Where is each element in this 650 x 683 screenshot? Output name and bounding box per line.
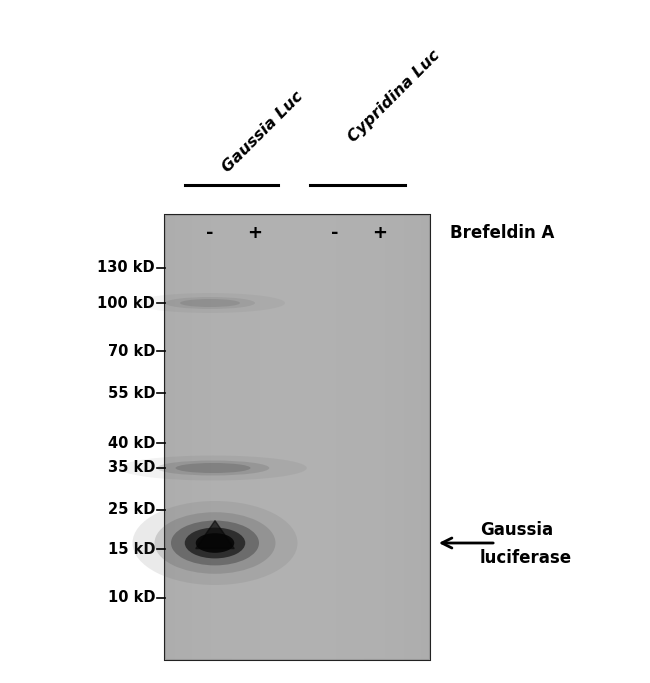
Text: 55 kD: 55 kD [107,385,155,400]
Polygon shape [196,520,234,548]
Ellipse shape [165,297,255,309]
Text: Gaussia: Gaussia [480,521,553,539]
Text: 15 kD: 15 kD [107,542,155,557]
Text: 70 kD: 70 kD [108,344,155,359]
Text: Gaussia Luc: Gaussia Luc [220,89,306,175]
Text: 35 kD: 35 kD [108,460,155,475]
Text: -: - [332,224,339,242]
Text: +: + [248,224,263,242]
Text: 25 kD: 25 kD [108,503,155,518]
Ellipse shape [185,527,245,559]
Text: 130 kD: 130 kD [98,260,155,275]
Ellipse shape [176,463,250,473]
Text: Cypridina Luc: Cypridina Luc [345,48,443,145]
Ellipse shape [133,501,298,585]
Ellipse shape [119,456,307,481]
Text: 40 kD: 40 kD [108,436,155,451]
Ellipse shape [155,512,276,574]
Ellipse shape [135,293,285,313]
Text: luciferase: luciferase [480,549,572,567]
Text: 10 kD: 10 kD [107,591,155,606]
Text: Brefeldin A: Brefeldin A [450,224,554,242]
Text: +: + [372,224,387,242]
Ellipse shape [171,520,259,566]
Ellipse shape [180,299,240,307]
Bar [165,215,430,660]
Ellipse shape [157,460,269,475]
Text: -: - [206,224,214,242]
Text: 100 kD: 100 kD [98,296,155,311]
Ellipse shape [196,533,234,553]
